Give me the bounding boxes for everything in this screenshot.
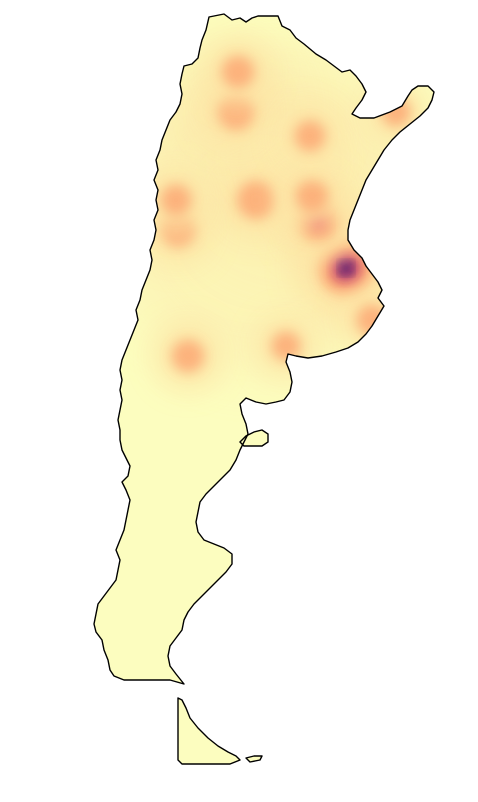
- valdes-peninsula-outline: [239, 429, 269, 447]
- tierra-del-fuego-outline: [177, 697, 241, 765]
- hotspot-cordoba-1: [237, 181, 275, 219]
- hotspot-santa-fe-1: [295, 179, 329, 213]
- tierra-del-fuego-base: [178, 698, 240, 764]
- hotspot-misiones-1: [381, 97, 411, 127]
- staten-island-outline: [245, 755, 263, 763]
- heat-layer: [110, 39, 426, 389]
- hotspot-buenos-aires-4: [341, 263, 351, 273]
- hotspot-salta-jujuy-1: [221, 55, 255, 89]
- hotspot-san-juan-1: [160, 184, 192, 216]
- hotspot-neuquen-1: [171, 339, 205, 373]
- mainland-outline: [93, 13, 435, 685]
- hotspot-bahia-blanca-1: [271, 331, 301, 361]
- hotspot-chaco-corrientes-1: [294, 120, 326, 152]
